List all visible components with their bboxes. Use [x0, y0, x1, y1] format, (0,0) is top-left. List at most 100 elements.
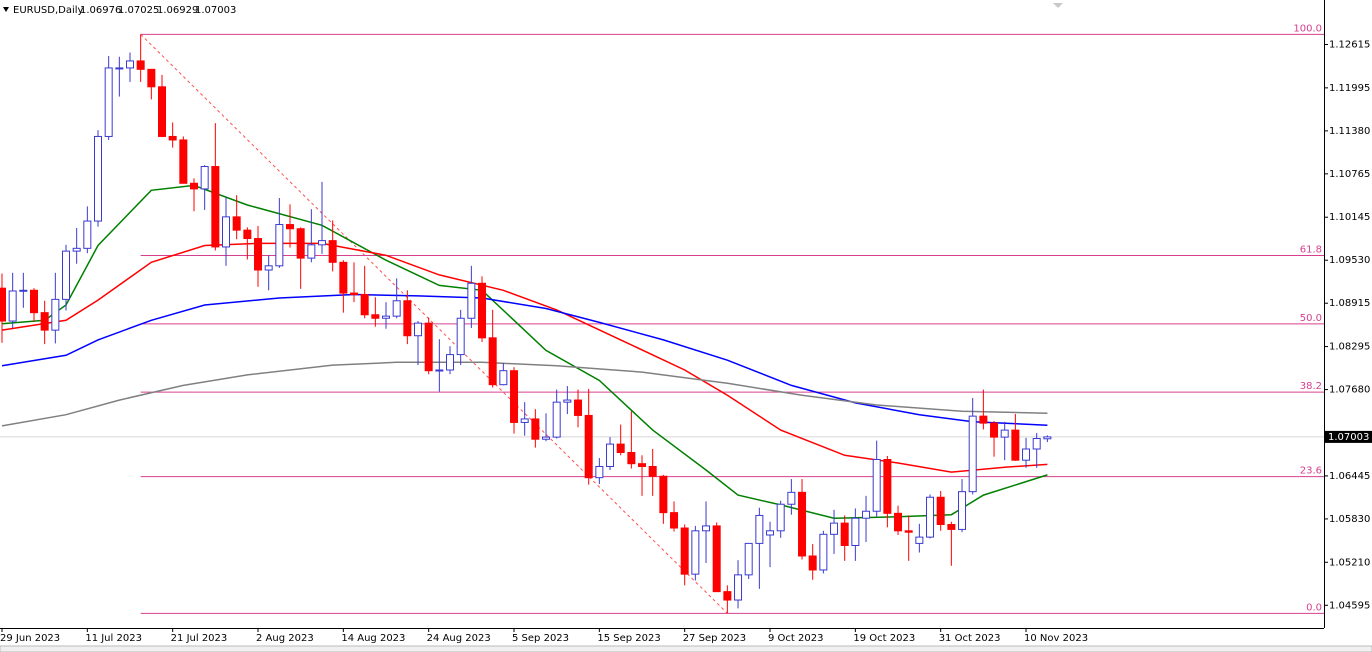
candle-body — [1000, 429, 1009, 438]
candle-body — [115, 67, 124, 70]
y-tick-label: 1.11995 — [1329, 83, 1370, 94]
fib-label: 50.0 — [1300, 313, 1322, 324]
candle-body — [307, 244, 316, 259]
candle-body — [168, 135, 177, 141]
fib-trend-line — [140, 34, 728, 614]
candle-body — [552, 401, 561, 438]
x-tick-label: 21 Jul 2023 — [171, 633, 228, 644]
candle-body — [318, 240, 327, 246]
candle-body — [19, 289, 28, 292]
candle-body — [990, 422, 999, 438]
candle-body — [680, 527, 689, 575]
candle-body — [350, 292, 359, 295]
candle-body — [275, 224, 284, 267]
candle-body — [744, 542, 753, 576]
candle-body — [776, 503, 785, 532]
y-tick-label: 1.10765 — [1329, 169, 1370, 180]
candle-body — [787, 491, 796, 505]
candle-body — [62, 250, 71, 300]
candle-body — [1022, 448, 1031, 461]
candle-body — [915, 536, 924, 544]
header-low: 1.06929 — [157, 5, 198, 16]
candle-body — [947, 524, 956, 530]
candle-body — [616, 443, 625, 453]
y-tick-label: 1.07680 — [1329, 385, 1370, 396]
candle-body — [360, 293, 369, 316]
candle-body — [520, 418, 529, 423]
candle-body — [563, 399, 572, 403]
scrollbar[interactable] — [0, 645, 1372, 652]
x-tick-label: 31 Oct 2023 — [939, 633, 1001, 644]
candle-body — [648, 465, 657, 477]
shift-marker[interactable] — [1053, 3, 1063, 8]
menu-arrow[interactable] — [3, 7, 9, 12]
candle-body — [222, 216, 231, 248]
candle-body — [147, 68, 156, 88]
candle-body — [584, 414, 593, 479]
candle-body — [424, 322, 433, 372]
candle-body — [30, 289, 39, 314]
y-tick-label: 1.06445 — [1329, 471, 1370, 482]
candle-body — [478, 282, 487, 339]
candle-body — [926, 496, 935, 538]
candle-body — [979, 415, 988, 424]
x-tick-label: 14 Aug 2023 — [341, 633, 405, 644]
candle-body — [243, 229, 252, 240]
candle-body — [627, 451, 636, 465]
header-close: 1.07003 — [195, 5, 236, 16]
y-tick-label: 1.09530 — [1329, 255, 1370, 266]
candle-body — [766, 530, 775, 536]
candle-body — [595, 465, 604, 479]
candle-body — [883, 458, 892, 514]
last-price-box — [1325, 430, 1372, 443]
candle-body — [254, 238, 263, 271]
fib-label: 38.2 — [1300, 381, 1322, 392]
candle-body — [702, 525, 711, 532]
candle-body — [904, 530, 913, 533]
candle-body — [467, 282, 476, 319]
candle-body — [691, 530, 700, 575]
y-tick-label: 1.08295 — [1329, 342, 1370, 353]
candle-body — [862, 510, 871, 519]
candle-body — [1011, 429, 1020, 461]
candle-body — [83, 220, 92, 249]
candle-body — [51, 298, 60, 331]
candle-body — [488, 337, 497, 386]
y-tick-label: 1.12615 — [1329, 40, 1370, 51]
candle-body — [403, 300, 412, 337]
x-tick-label: 15 Sep 2023 — [597, 633, 660, 644]
candle-body — [328, 240, 337, 263]
candle-body — [126, 60, 135, 69]
x-tick-label: 29 Jun 2023 — [0, 633, 60, 644]
candle-body — [531, 418, 540, 440]
candle-body — [446, 354, 455, 371]
candle-body — [104, 67, 113, 137]
candle-body — [1043, 436, 1052, 440]
fib-label: 61.8 — [1300, 245, 1322, 256]
x-tick-label: 24 Aug 2023 — [427, 633, 491, 644]
candle-body — [200, 166, 209, 190]
candle-body — [0, 287, 6, 322]
candle-body — [435, 369, 444, 372]
candle-body — [382, 315, 391, 319]
y-tick-label: 1.08915 — [1329, 298, 1370, 309]
last-price-label: 1.07003 — [1328, 432, 1369, 443]
candle-body — [158, 86, 167, 137]
y-tick-label: 1.05210 — [1329, 557, 1370, 568]
candle-body — [510, 370, 519, 423]
candle-body — [232, 216, 241, 231]
candle-body — [808, 555, 817, 571]
candle-body — [499, 370, 508, 386]
candle-body — [819, 533, 828, 571]
candle-body — [734, 574, 743, 601]
moving-average-line — [1, 293, 1048, 426]
candle-body — [968, 415, 977, 493]
x-tick-label: 27 Sep 2023 — [683, 633, 746, 644]
candle-body — [339, 261, 348, 294]
candle-body — [190, 182, 199, 190]
candle-body — [872, 458, 881, 512]
candle-body — [851, 517, 860, 546]
candle-body — [894, 512, 903, 532]
candle-body — [755, 514, 764, 544]
